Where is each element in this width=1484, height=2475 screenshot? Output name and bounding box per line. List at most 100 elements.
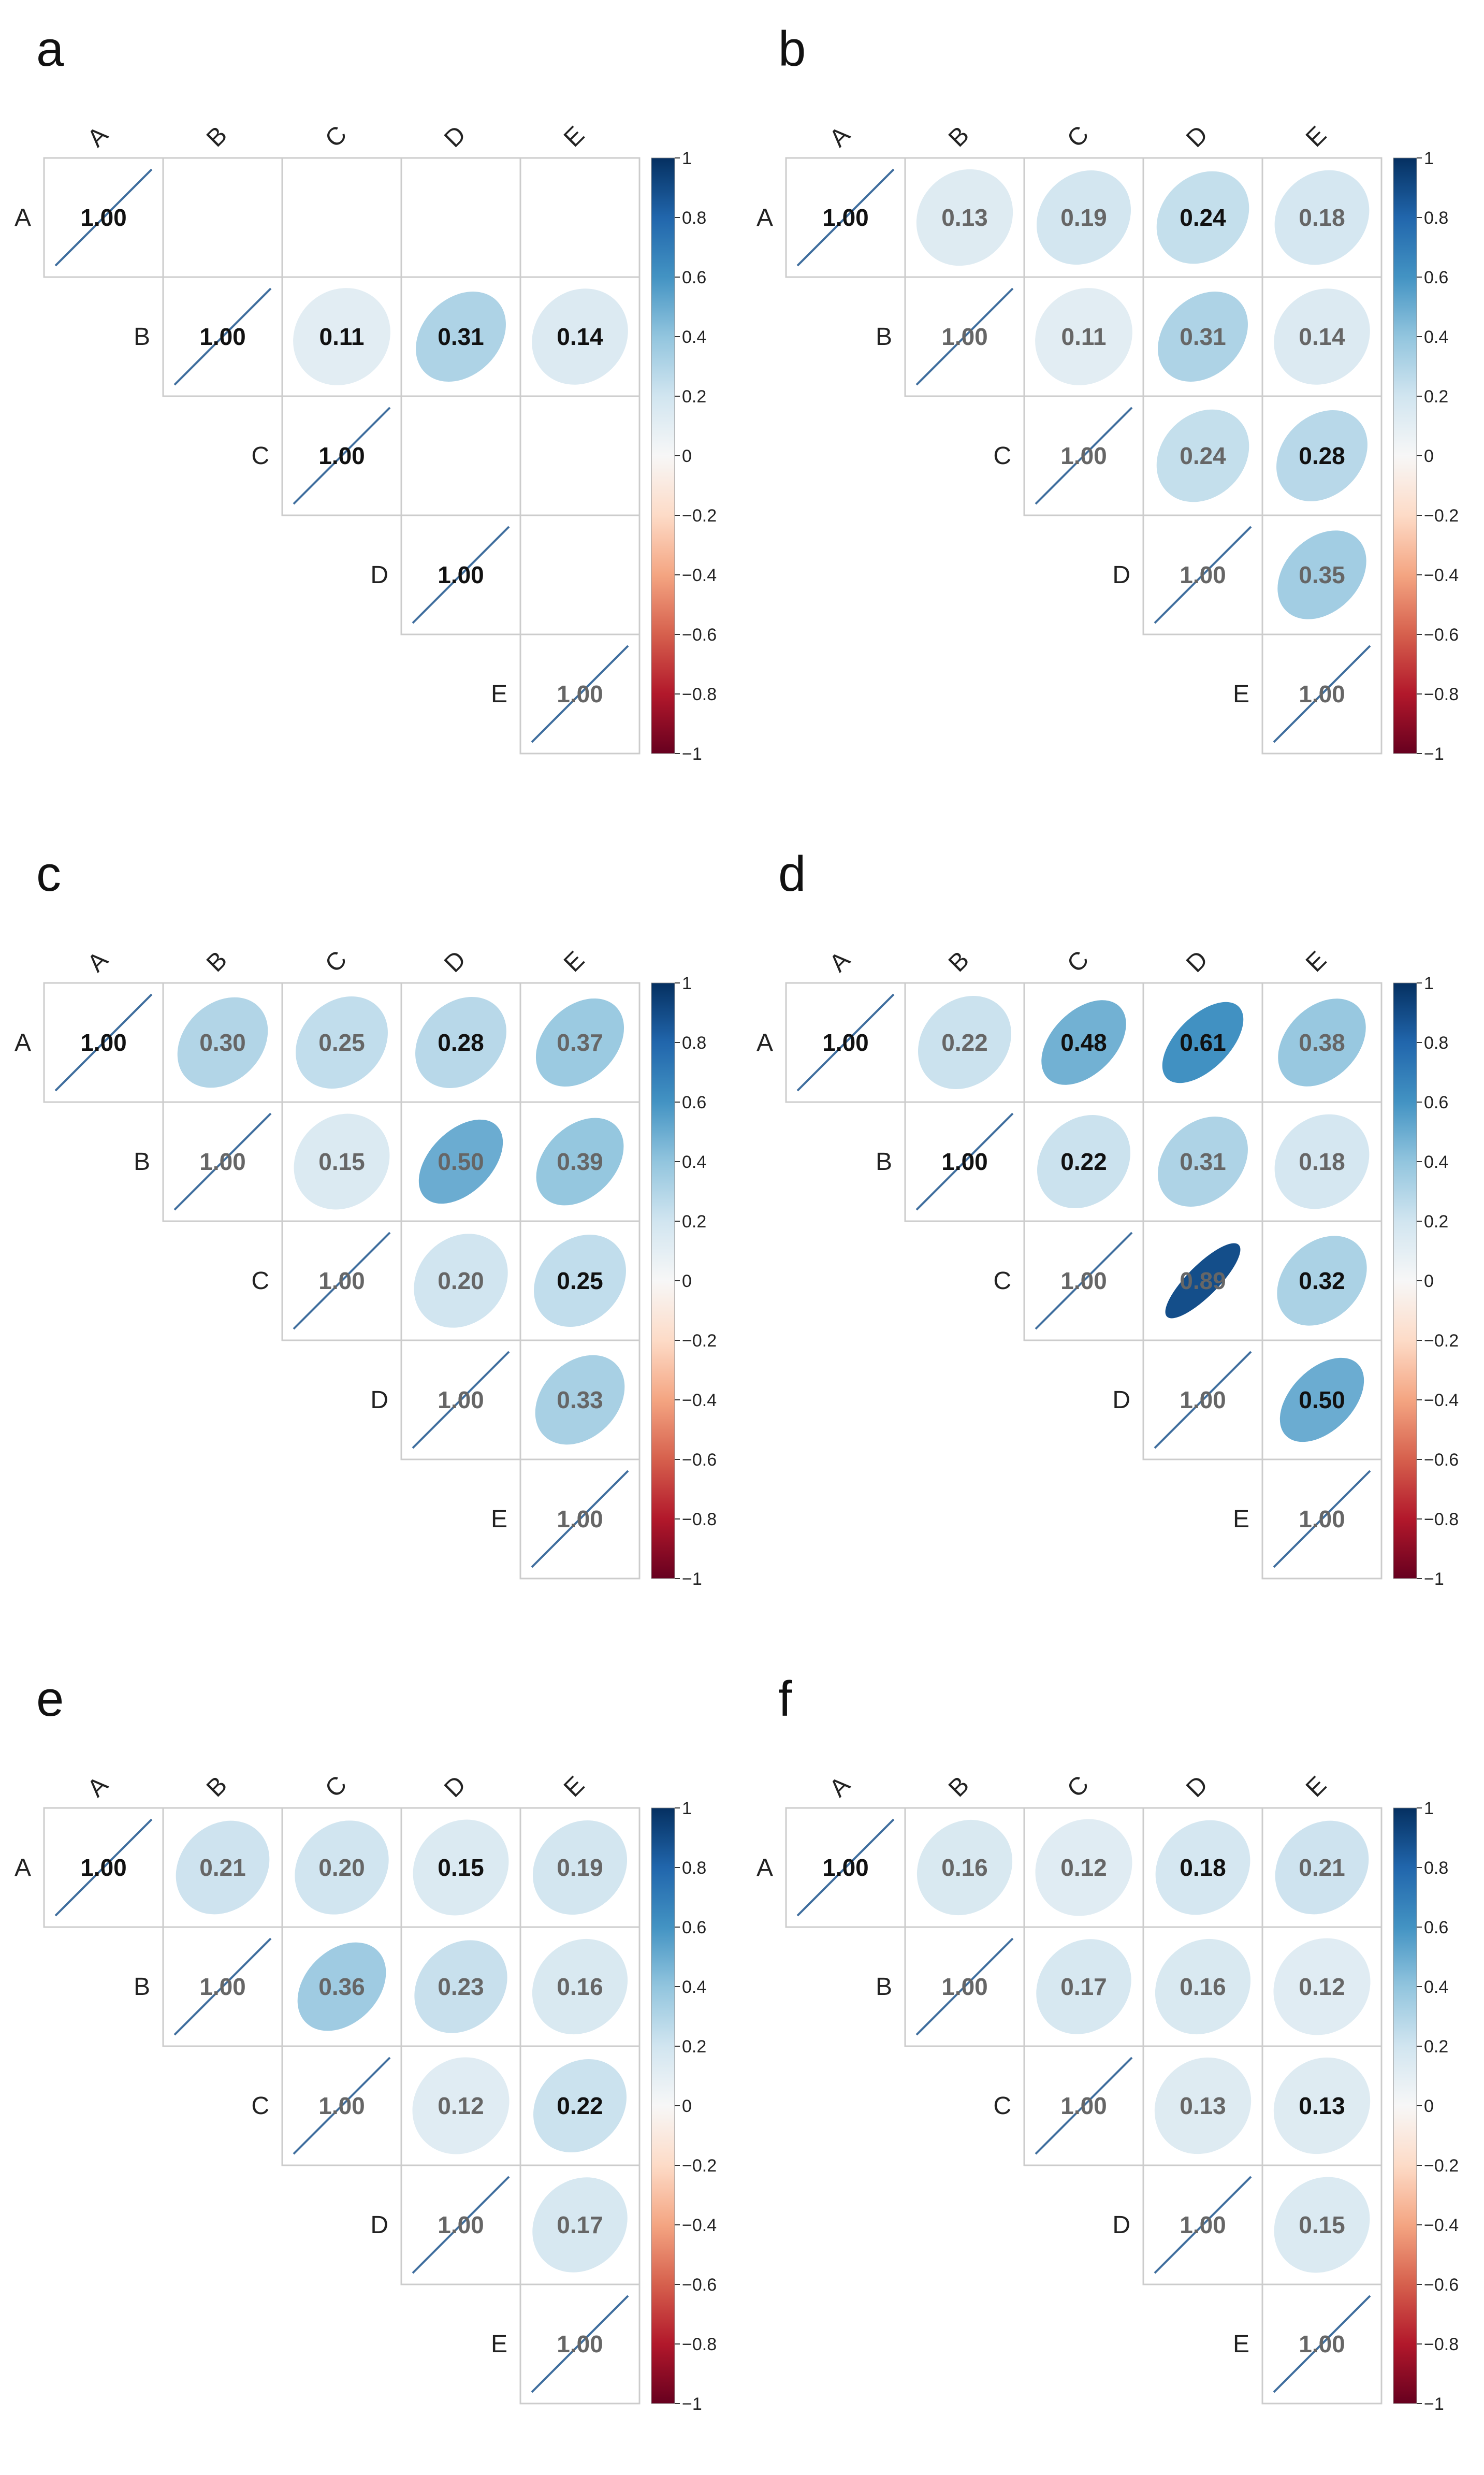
diagonal-line bbox=[293, 1232, 391, 1330]
correlation-ellipse bbox=[1156, 409, 1249, 502]
colorbar-tick-label: 0.8 bbox=[1424, 1858, 1448, 1878]
colorbar-tick-label: −1 bbox=[1424, 2394, 1444, 2414]
diagonal-line bbox=[412, 2176, 510, 2274]
correlation-value: 0.15 bbox=[318, 1148, 365, 1175]
correlation-value: 0.14 bbox=[1299, 323, 1345, 350]
correlation-value: 1.00 bbox=[1299, 2331, 1345, 2357]
correlation-value: 1.00 bbox=[1060, 2092, 1107, 2119]
column-label: E bbox=[1301, 121, 1332, 152]
corrplot-c: A B C D E A B C D E 1.00 0.30 0.25 0.28 0.37 1.00 0.15 0.… bbox=[14, 946, 717, 1589]
correlation-value: 0.12 bbox=[1299, 1973, 1345, 2000]
colorbar bbox=[1393, 1807, 1417, 2404]
colorbar-tick-label: 0 bbox=[1424, 2096, 1434, 2116]
diagonal-line bbox=[531, 645, 629, 743]
colorbar-tick-label: 0.2 bbox=[1424, 2037, 1448, 2057]
correlation-value: 0.22 bbox=[557, 2092, 603, 2119]
correlation-ellipse bbox=[916, 1819, 1013, 1916]
correlation-value: 0.12 bbox=[1060, 1854, 1107, 1881]
diagonal-line bbox=[54, 168, 153, 267]
row-label: A bbox=[14, 1854, 31, 1881]
colorbar-tick-label: 1 bbox=[1424, 1799, 1434, 1818]
correlation-ellipse bbox=[293, 288, 390, 385]
colorbar-tick-label: 0.6 bbox=[682, 1093, 706, 1112]
diagonal-line bbox=[1035, 407, 1133, 505]
colorbar-tick-label: 0.6 bbox=[682, 1918, 706, 1937]
correlation-ellipse bbox=[536, 1118, 624, 1206]
correlation-ellipse bbox=[532, 1938, 628, 2035]
row-label: D bbox=[1112, 1386, 1130, 1414]
correlation-value: 0.13 bbox=[1180, 2092, 1226, 2119]
correlation-value: 1.00 bbox=[822, 1029, 869, 1056]
column-label: B bbox=[943, 946, 974, 977]
column-label: C bbox=[1062, 121, 1094, 153]
correlation-value: 1.00 bbox=[822, 204, 869, 231]
row-label: A bbox=[14, 204, 31, 231]
correlation-value: 1.00 bbox=[318, 2092, 365, 2119]
panel-letter: f bbox=[778, 1671, 792, 1727]
colorbar-tick-label: −0.4 bbox=[1424, 1391, 1459, 1410]
grid-cell bbox=[519, 514, 641, 635]
diagonal-line bbox=[531, 2295, 629, 2393]
grid-cell bbox=[281, 157, 402, 278]
column-label: A bbox=[824, 946, 855, 977]
colorbar-tick-label: 0.2 bbox=[682, 1212, 706, 1232]
correlation-ellipse bbox=[414, 1940, 507, 2033]
row-label: D bbox=[1112, 561, 1130, 589]
row-label: C bbox=[251, 2092, 269, 2120]
column-label: A bbox=[82, 1771, 113, 1802]
correlation-value: 0.16 bbox=[941, 1854, 988, 1881]
column-label: D bbox=[439, 121, 471, 153]
row-label: B bbox=[876, 323, 892, 351]
colorbar-tick-label: 0 bbox=[1424, 446, 1434, 466]
correlation-value: 0.28 bbox=[1299, 442, 1345, 469]
correlation-value: 1.00 bbox=[941, 323, 988, 350]
corrplot-b: A B C D E A B C D E 1.00 0.13 0.19 0.24 0.18 1.00 0.11 0.… bbox=[756, 121, 1459, 764]
diagonal-line bbox=[1273, 2295, 1371, 2393]
diagonal-line bbox=[54, 1818, 153, 1917]
column-label: E bbox=[559, 946, 590, 977]
diagonal-line bbox=[915, 1112, 1014, 1211]
column-label: D bbox=[439, 1771, 471, 1803]
column-label: B bbox=[943, 121, 974, 152]
colorbar-tick-label: −0.2 bbox=[1424, 2156, 1459, 2176]
correlation-value: 1.00 bbox=[199, 1973, 246, 2000]
diagonal-line bbox=[412, 1351, 510, 1449]
diagonal-line bbox=[1154, 1351, 1252, 1449]
colorbar-tick-label: 0.4 bbox=[1424, 1152, 1448, 1172]
diagonal-line bbox=[531, 1470, 629, 1568]
correlation-ellipse bbox=[1274, 288, 1370, 385]
panel-b: b A B C D E A B C D E 1.00 0.13 0.19 0.24 0.18 1.00 0.11… bbox=[742, 0, 1484, 825]
correlation-value: 0.25 bbox=[557, 1267, 603, 1294]
correlation-ellipse bbox=[1276, 410, 1367, 501]
correlation-value: 0.21 bbox=[1299, 1854, 1345, 1881]
correlation-ellipse bbox=[1273, 1938, 1371, 2035]
correlation-ellipse bbox=[1035, 288, 1132, 385]
colorbar-tick-label: 1 bbox=[682, 974, 692, 993]
column-label: C bbox=[320, 1771, 352, 1803]
diagonal-line bbox=[54, 993, 153, 1092]
correlation-value: 0.22 bbox=[941, 1029, 988, 1056]
correlation-value: 1.00 bbox=[80, 204, 127, 231]
correlation-value: 0.31 bbox=[1180, 1148, 1226, 1175]
correlation-value: 1.00 bbox=[1060, 442, 1107, 469]
correlation-ellipse bbox=[177, 997, 268, 1088]
colorbar-tick-label: −0.8 bbox=[1424, 2335, 1459, 2354]
correlation-ellipse bbox=[1274, 2177, 1370, 2273]
correlation-value: 0.14 bbox=[557, 323, 603, 350]
correlation-value: 0.37 bbox=[557, 1029, 603, 1056]
diagonal-line bbox=[412, 526, 510, 624]
column-label: E bbox=[1301, 946, 1332, 977]
correlation-ellipse bbox=[296, 996, 388, 1089]
correlation-value: 0.48 bbox=[1060, 1029, 1107, 1056]
column-label: C bbox=[320, 121, 352, 153]
correlation-ellipse bbox=[412, 2057, 510, 2154]
panel-letter: e bbox=[36, 1671, 64, 1727]
diagonal-line bbox=[1154, 2176, 1252, 2274]
column-label: C bbox=[1062, 1771, 1094, 1803]
correlation-value: 0.16 bbox=[557, 1973, 603, 2000]
grid-cell bbox=[162, 157, 283, 278]
correlation-value: 0.28 bbox=[438, 1029, 484, 1056]
correlation-value: 0.19 bbox=[1060, 204, 1107, 231]
colorbar-tick-label: 0.6 bbox=[1424, 268, 1448, 287]
correlation-value: 0.15 bbox=[1299, 2211, 1345, 2238]
